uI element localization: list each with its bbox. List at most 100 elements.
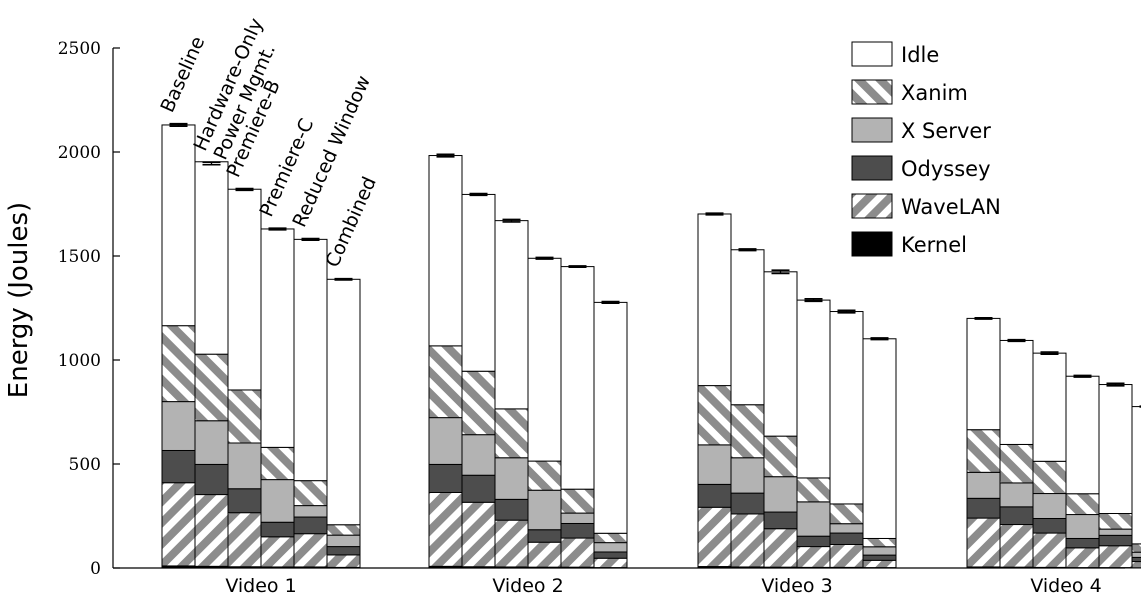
bar-segment-odyssey: [527, 529, 562, 543]
bar-segment-wavelan: [796, 546, 831, 568]
bar-segment-idle: [560, 266, 595, 490]
bar-segment-wavelan: [862, 559, 897, 569]
bar-segment-x-server: [966, 471, 1001, 499]
bar-segment-wavelan: [763, 528, 798, 568]
bar-segment-wavelan: [966, 517, 1001, 568]
bar-segment-odyssey: [293, 516, 328, 535]
legend-item-kernel: Kernel: [851, 231, 967, 257]
y-tick-label: 2500: [58, 39, 101, 59]
bar-segment-wavelan: [194, 494, 229, 567]
bar-segment-idle: [461, 193, 496, 372]
bar-segment-xanim: [260, 446, 295, 481]
bars: [161, 124, 1141, 569]
bar-segment-idle: [227, 188, 262, 391]
bar-segment-odyssey: [829, 532, 864, 545]
legend-swatch: [851, 79, 893, 105]
y-axis-label: Energy (Joules): [4, 202, 34, 398]
x-category-label: Video 3: [761, 575, 832, 597]
bar-segment-wavelan: [730, 513, 765, 568]
bar-segment-xanim: [560, 488, 595, 514]
legend-item-x-server: X Server: [851, 117, 991, 143]
y-tick-label: 0: [90, 559, 101, 579]
bar-segment-odyssey: [560, 522, 595, 539]
bar-segment-odyssey: [260, 521, 295, 538]
error-bars: [169, 122, 1141, 408]
bar-segment-xanim: [1098, 513, 1133, 530]
bar-segment-odyssey: [194, 463, 229, 496]
bar-segment-idle: [829, 311, 864, 505]
error-bar: [771, 269, 790, 275]
bar-segment-xanim: [494, 408, 529, 459]
error-bar: [601, 300, 620, 305]
error-bar: [1073, 374, 1092, 378]
bar-segment-idle: [593, 301, 628, 534]
y-tick-label: 500: [69, 455, 101, 475]
bar-segment-xanim: [194, 353, 229, 422]
bar-segment-wavelan: [999, 524, 1034, 568]
legend-label: Odyssey: [901, 157, 991, 181]
bar-segment-x-server: [326, 534, 361, 548]
bar-segment-xanim: [527, 460, 562, 491]
bar-segment-odyssey: [1065, 537, 1100, 549]
x-category-label: Video 2: [492, 575, 563, 597]
bar-segment-odyssey: [428, 463, 463, 493]
legend-label: WaveLAN: [901, 195, 1001, 219]
bar-segment-x-server: [1098, 528, 1133, 536]
x-category-label: Video 1: [225, 575, 296, 597]
legend-label: X Server: [901, 119, 991, 143]
bar-segment-odyssey: [796, 535, 831, 548]
bar-segment-odyssey: [999, 506, 1034, 526]
bar-segment-odyssey: [494, 498, 529, 521]
bar-segment-odyssey: [593, 551, 628, 559]
bar-segment-wavelan: [829, 543, 864, 568]
bar-segment-x-server: [730, 457, 765, 494]
bar-segment-idle: [194, 161, 229, 355]
error-bar: [502, 218, 521, 223]
bar-segment-xanim: [829, 503, 864, 525]
error-bar: [268, 227, 287, 231]
bar-segment-xanim: [862, 537, 897, 548]
bar-segment-idle: [161, 124, 196, 327]
bar-segment-wavelan: [293, 533, 328, 568]
error-bar: [469, 192, 488, 197]
error-bar: [235, 187, 254, 192]
bar-segment-odyssey: [326, 546, 361, 556]
bar-segment-x-server: [796, 501, 831, 537]
bar-segment-x-server: [260, 479, 295, 523]
error-bar: [301, 237, 320, 241]
bar-segment-idle: [999, 339, 1034, 445]
error-bar: [169, 122, 188, 128]
error-bar: [1040, 351, 1059, 355]
bar-segment-wavelan: [227, 512, 262, 568]
y-tick-label: 1000: [58, 351, 101, 371]
bar-segment-idle: [1131, 406, 1141, 545]
bar-segment-wavelan: [494, 519, 529, 568]
error-bar: [738, 248, 757, 252]
bar-segment-xanim: [697, 385, 732, 446]
bar-segment-xanim: [999, 443, 1034, 484]
bar-segment-idle: [1065, 375, 1100, 495]
bar-segment-wavelan: [428, 491, 463, 567]
bar-segment-x-server: [697, 444, 732, 485]
bar-segment-x-server: [829, 523, 864, 534]
bar-segment-odyssey: [461, 474, 496, 503]
bar-segment-idle: [326, 278, 361, 526]
configuration-label-line: Combined: [321, 174, 380, 271]
bar-segment-x-server: [862, 546, 897, 556]
bar-segment-odyssey: [697, 483, 732, 508]
legend-label: Idle: [901, 43, 939, 67]
configuration-label-line: Baseline: [156, 33, 209, 116]
bar-segment-odyssey: [1131, 556, 1141, 563]
bar-segment-xanim: [161, 325, 196, 403]
bar-segment-xanim: [730, 404, 765, 459]
bar-segment-x-server: [1131, 551, 1141, 558]
bar-segment-wavelan: [1098, 545, 1133, 569]
bar-segment-idle: [966, 317, 1001, 431]
axes: 0 500 1000 1500 2000 2500 Video 1 Video 2 Video …: [58, 39, 1125, 597]
bar-segment-xanim: [428, 345, 463, 419]
legend-swatch: [851, 155, 893, 181]
configuration-label: Baseline: [156, 33, 209, 116]
bar-segment-idle: [1032, 352, 1067, 462]
bar-segment-x-server: [494, 457, 529, 500]
